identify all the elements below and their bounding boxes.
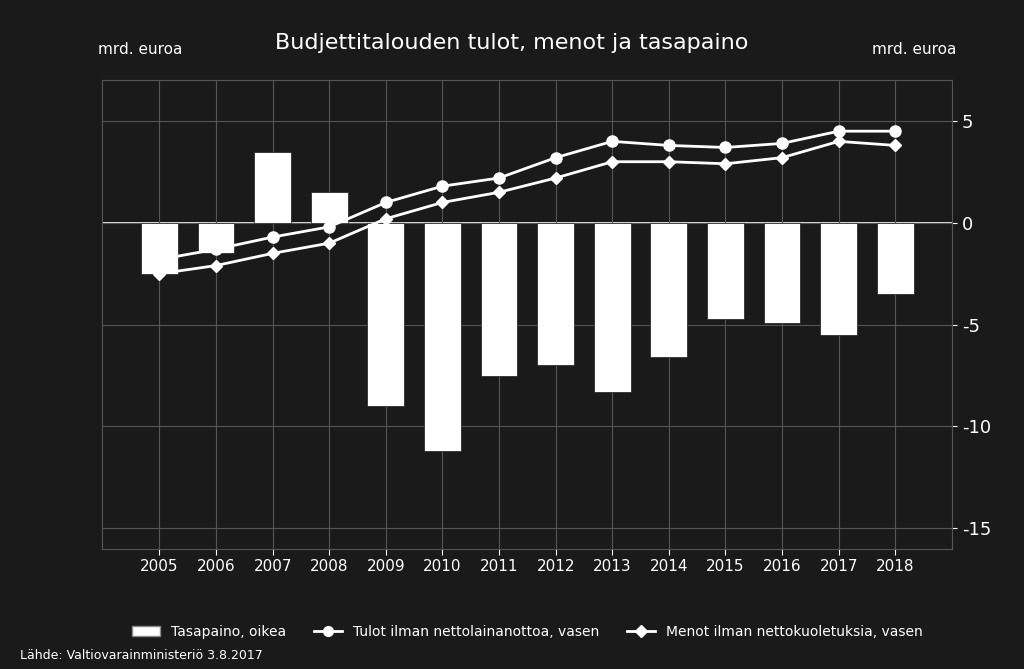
Bar (594, 223, 631, 392)
Text: mrd. euroa: mrd. euroa (872, 42, 956, 57)
Text: Lähde: Valtiovarainministeriö 3.8.2017: Lähde: Valtiovarainministeriö 3.8.2017 (20, 650, 263, 662)
Bar (538, 223, 574, 365)
Bar (480, 223, 517, 375)
Text: Budjettitalouden tulot, menot ja tasapaino: Budjettitalouden tulot, menot ja tasapai… (275, 33, 749, 54)
Bar (877, 223, 913, 294)
Bar (368, 223, 404, 406)
Bar (424, 223, 461, 451)
Bar (311, 192, 347, 223)
Legend: Tasapaino, oikea, Tulot ilman nettolainanottoa, vasen, Menot ilman nettokuoletuk: Tasapaino, oikea, Tulot ilman nettolaina… (127, 619, 928, 645)
Bar (708, 223, 743, 318)
Bar (198, 223, 234, 254)
Bar (254, 152, 291, 223)
Text: mrd. euroa: mrd. euroa (98, 42, 182, 57)
Bar (820, 223, 857, 334)
Bar (650, 223, 687, 357)
Bar (141, 223, 178, 274)
Bar (764, 223, 801, 322)
